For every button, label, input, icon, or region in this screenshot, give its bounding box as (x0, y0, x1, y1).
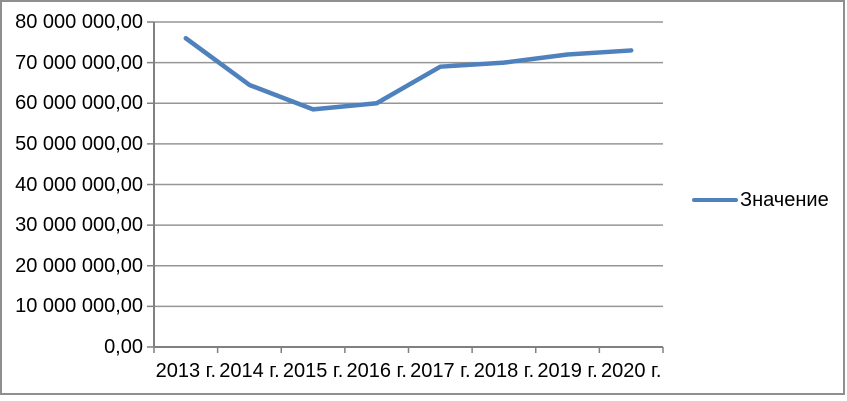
x-tick-label: 2016 г. (346, 360, 407, 382)
legend-line-marker (692, 198, 738, 202)
legend-label: Значение (740, 189, 829, 211)
y-tick-label: 80 000 000,00 (15, 11, 143, 33)
y-tick-label: 30 000 000,00 (15, 214, 143, 237)
series-line (183, 36, 634, 112)
x-tick-label: 2020 г. (600, 360, 662, 382)
x-tick-label: 2018 г. (473, 360, 535, 382)
x-tick-label: 2015 г. (282, 360, 344, 382)
y-tick-label: 50 000 000,00 (15, 132, 143, 155)
x-tick-label: 2019 г. (537, 360, 598, 382)
legend: Значение (692, 188, 829, 212)
x-tick-label: 2017 г. (410, 360, 471, 382)
x-tick-label: 2014 г. (219, 360, 280, 382)
y-tick-label: 20 000 000,00 (15, 254, 143, 277)
y-tick-label: 40 000 000,00 (15, 173, 143, 196)
y-tick-label: 60 000 000,00 (15, 92, 143, 115)
x-tick-label: 2013 г. (155, 360, 217, 382)
y-tick-label: 0,00 (104, 336, 143, 358)
y-tick-label: 10 000 000,00 (15, 295, 143, 318)
y-tick-label: 70 000 000,00 (15, 51, 143, 74)
